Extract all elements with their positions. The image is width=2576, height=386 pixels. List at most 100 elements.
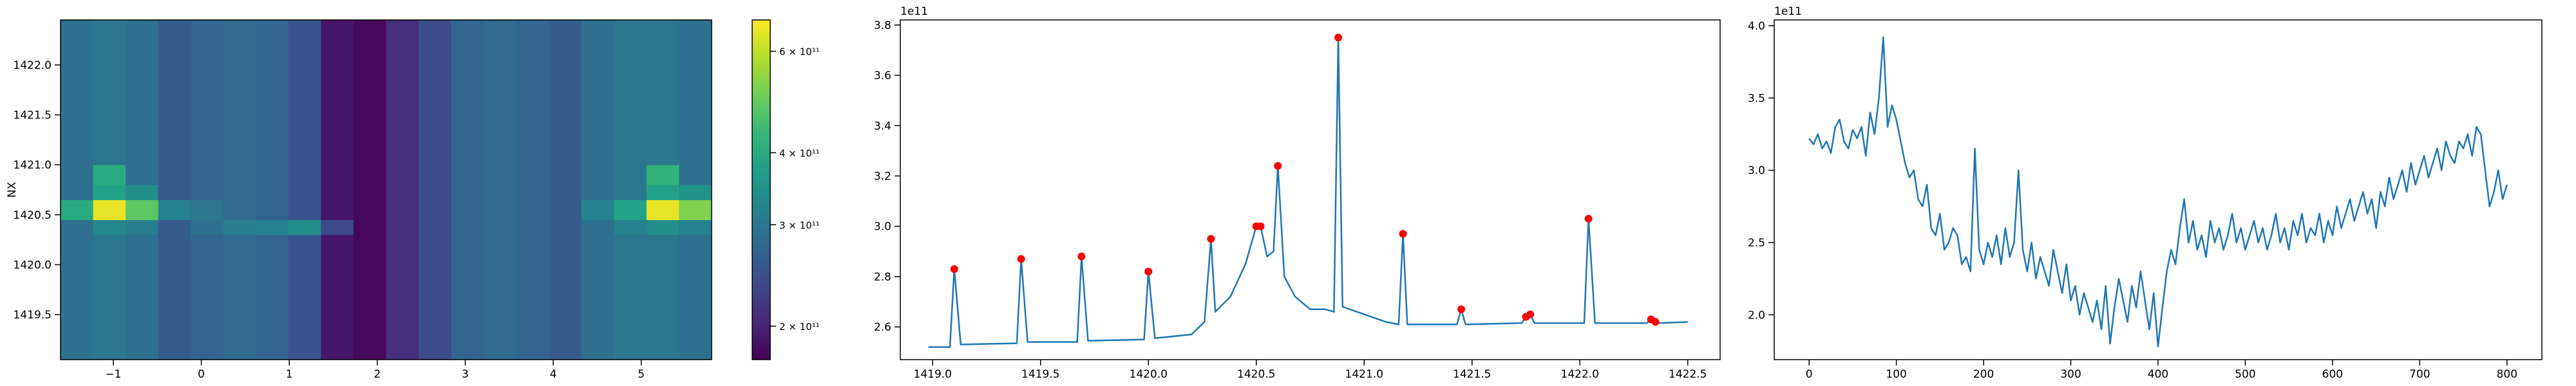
heatmap-cell: [679, 275, 712, 360]
heatmap-cell: [191, 275, 224, 360]
heatmap-cell: [451, 199, 484, 221]
x-tick-label: 1422.0: [1561, 368, 1599, 381]
x-tick-label: 200: [1973, 368, 1994, 381]
x-tick-label: 1419.5: [1021, 368, 1059, 381]
x-tick-label: 700: [2409, 368, 2430, 381]
heatmap-cell: [646, 275, 679, 360]
heatmap-cell: [256, 185, 289, 201]
heatmap-cell: [614, 165, 647, 185]
x-tick-label: 5: [638, 368, 645, 381]
heatmap-cell: [386, 185, 419, 201]
data-line: [928, 37, 1688, 348]
heatmap-cell: [288, 219, 321, 235]
heatmap-cell: [353, 165, 386, 185]
heatmap-cell: [386, 105, 419, 165]
y-tick-label: 2.8: [874, 271, 891, 284]
heatmap-cell: [419, 199, 452, 221]
heatmap-cell: [549, 199, 582, 221]
heatmap-cell: [288, 105, 321, 165]
heatmap-cell: [581, 234, 614, 275]
heatmap-cell: [191, 219, 224, 235]
y-offset-label: 1e11: [1774, 5, 1802, 18]
heatmap-cell: [581, 219, 614, 235]
x-tick-label: 1422.5: [1669, 368, 1707, 381]
heatmap-cell: [223, 275, 256, 360]
heatmap-cell: [223, 105, 256, 165]
heatmap-cell: [126, 199, 159, 221]
heatmap-cell: [581, 165, 614, 185]
heatmap-cell: [158, 165, 191, 185]
x-tick-label: 2: [374, 368, 381, 381]
peak-marker: [1274, 161, 1282, 170]
heatmap-cell: [321, 199, 354, 221]
heatmap-cell: [419, 234, 452, 275]
heatmap-cell: [288, 199, 321, 221]
y-offset-label: 1e11: [900, 5, 928, 18]
heatmap-cell: [451, 105, 484, 165]
heatmap-cell: [126, 275, 159, 360]
heatmap-cell: [451, 20, 484, 106]
heatmap-cell: [223, 234, 256, 275]
heatmap-cell: [516, 20, 549, 106]
heatmap-cell: [353, 105, 386, 165]
heatmap-cell: [451, 185, 484, 201]
x-tick-label: 1: [286, 368, 293, 381]
y-tick-label: 3.5: [1748, 92, 1765, 105]
heatmap-cell: [288, 234, 321, 275]
y-tick-label: 1421.5: [14, 109, 52, 122]
x-tick-label: −1: [105, 368, 121, 381]
heatmap-cell: [61, 275, 94, 360]
heatmap-cell: [126, 185, 159, 201]
heatmap-cell: [419, 219, 452, 235]
heatmap-cell: [158, 105, 191, 165]
heatmap-cell: [353, 20, 386, 106]
colorbar: [752, 19, 771, 360]
y-axis-label: NX: [6, 181, 19, 198]
x-tick-label: 1420.5: [1237, 368, 1275, 381]
heatmap-cell: [386, 20, 419, 106]
heatmap-cell: [353, 275, 386, 360]
heatmap-cell: [321, 20, 354, 106]
x-tick-label: 1420.0: [1130, 368, 1168, 381]
peak-marker: [1077, 252, 1086, 261]
heatmap-cell: [93, 105, 126, 165]
heatmap-cell: [93, 275, 126, 360]
y-tick-label: 3.4: [874, 120, 891, 133]
y-tick-label: 1421.0: [14, 159, 52, 172]
heatmap-cell: [93, 165, 126, 185]
heatmap-cell: [321, 185, 354, 201]
x-tick-label: 100: [1886, 368, 1906, 381]
heatmap-cell: [516, 199, 549, 221]
heatmap-cell: [386, 165, 419, 185]
heatmap-cell: [419, 105, 452, 165]
heatmap-cell: [451, 165, 484, 185]
heatmap-cell: [191, 199, 224, 221]
heatmap-cell: [61, 165, 94, 185]
x-tick-label: 800: [2497, 368, 2517, 381]
heatmap-cell: [679, 219, 712, 235]
heatmap-cell: [549, 105, 582, 165]
heatmap-cell: [419, 20, 452, 106]
heatmap-cell: [646, 219, 679, 235]
heatmap-cell: [581, 105, 614, 165]
heatmap-cell: [646, 234, 679, 275]
heatmap-cell: [581, 199, 614, 221]
heatmap-cell: [419, 185, 452, 201]
heatmap-cell: [93, 199, 126, 221]
heatmap-cell: [321, 234, 354, 275]
heatmap-cell: [191, 20, 224, 106]
heatmap-cell: [386, 234, 419, 275]
peak-marker: [950, 265, 958, 273]
y-tick-label: 2.6: [874, 321, 891, 334]
heatmap-cell: [679, 234, 712, 275]
x-tick-label: 0: [198, 368, 205, 381]
heatmap-cell: [61, 219, 94, 235]
heatmap-cell: [223, 165, 256, 185]
peak-marker: [1651, 318, 1660, 326]
heatmap-cell: [646, 185, 679, 201]
heatmap-cell: [288, 275, 321, 360]
heatmap-cell: [223, 185, 256, 201]
y-tick-label: 1420.5: [14, 209, 52, 222]
heatmap-cell: [614, 275, 647, 360]
